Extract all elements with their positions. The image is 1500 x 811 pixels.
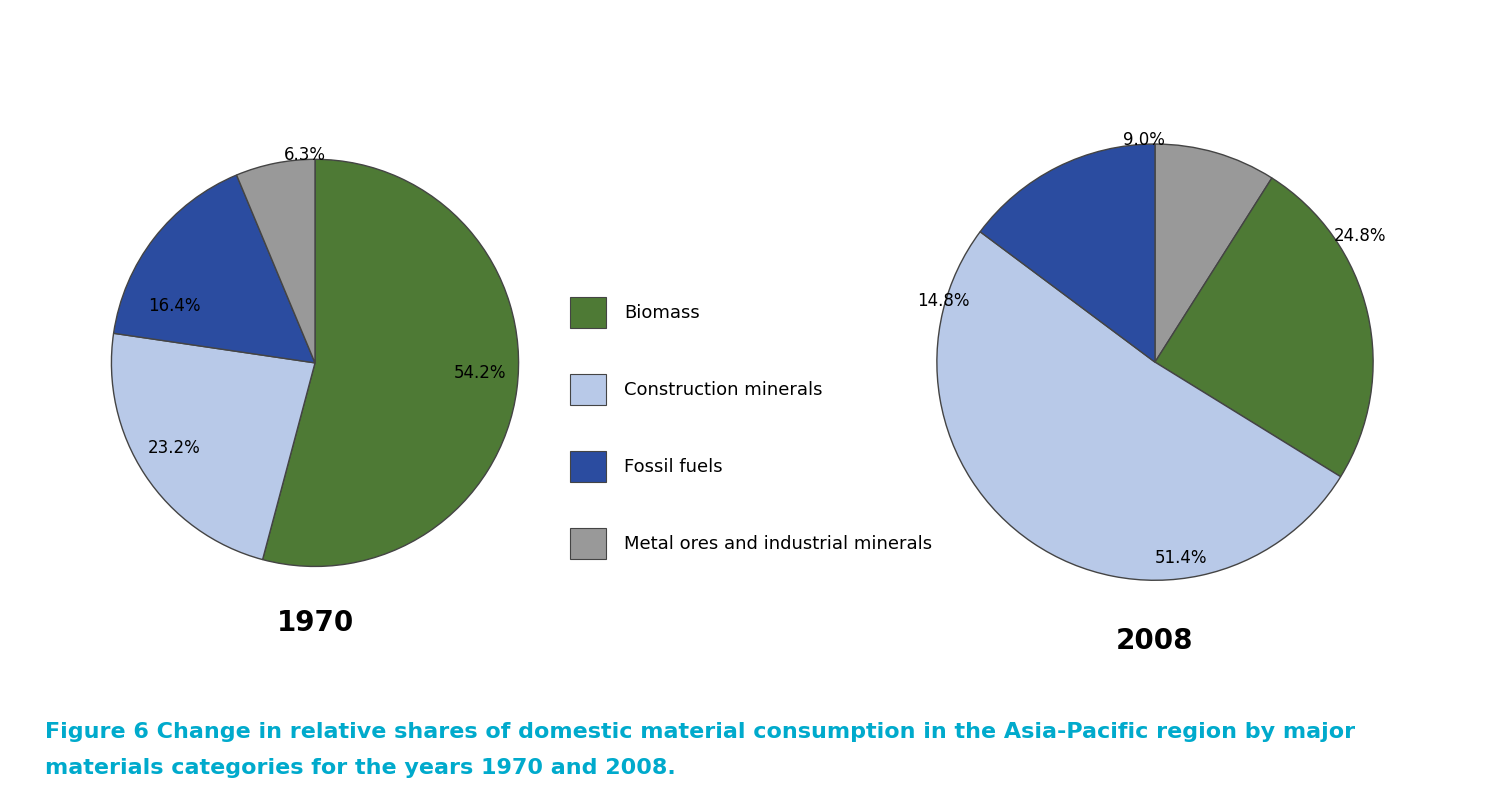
Text: Biomass: Biomass [624, 304, 699, 322]
Text: 2008: 2008 [1116, 628, 1194, 655]
Wedge shape [1155, 178, 1372, 477]
Bar [570, 452, 606, 483]
Wedge shape [980, 144, 1155, 363]
Text: 6.3%: 6.3% [284, 146, 326, 165]
Text: materials categories for the years 1970 and 2008.: materials categories for the years 1970 … [45, 758, 675, 779]
Wedge shape [938, 232, 1341, 581]
Text: 23.2%: 23.2% [148, 440, 201, 457]
Text: Fossil fuels: Fossil fuels [624, 458, 723, 476]
Bar [570, 375, 606, 406]
Bar [570, 298, 606, 328]
Text: Metal ores and industrial minerals: Metal ores and industrial minerals [624, 535, 932, 553]
Wedge shape [114, 175, 315, 363]
Text: 9.0%: 9.0% [1124, 131, 1166, 148]
Text: Figure 6 Change in relative shares of domestic material consumption in the Asia-: Figure 6 Change in relative shares of do… [45, 722, 1354, 742]
Text: 24.8%: 24.8% [1334, 226, 1386, 245]
Text: 14.8%: 14.8% [916, 292, 969, 310]
Wedge shape [262, 159, 519, 566]
Wedge shape [111, 333, 315, 560]
Text: 54.2%: 54.2% [453, 364, 506, 382]
Wedge shape [237, 159, 315, 363]
Bar [570, 529, 606, 560]
Text: 1970: 1970 [276, 609, 354, 637]
Wedge shape [1155, 144, 1272, 363]
Text: 16.4%: 16.4% [148, 297, 201, 315]
Text: Construction minerals: Construction minerals [624, 381, 822, 399]
Text: 51.4%: 51.4% [1155, 550, 1208, 568]
